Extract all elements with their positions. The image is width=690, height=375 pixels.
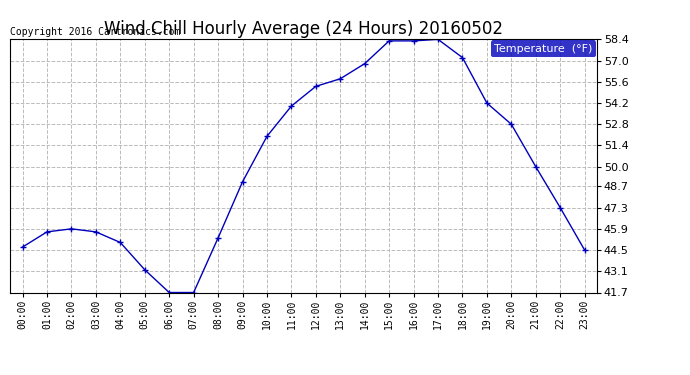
Legend: Temperature  (°F): Temperature (°F): [491, 40, 595, 57]
Title: Wind Chill Hourly Average (24 Hours) 20160502: Wind Chill Hourly Average (24 Hours) 201…: [104, 20, 503, 38]
Text: Copyright 2016 Cartronics.com: Copyright 2016 Cartronics.com: [10, 27, 181, 37]
